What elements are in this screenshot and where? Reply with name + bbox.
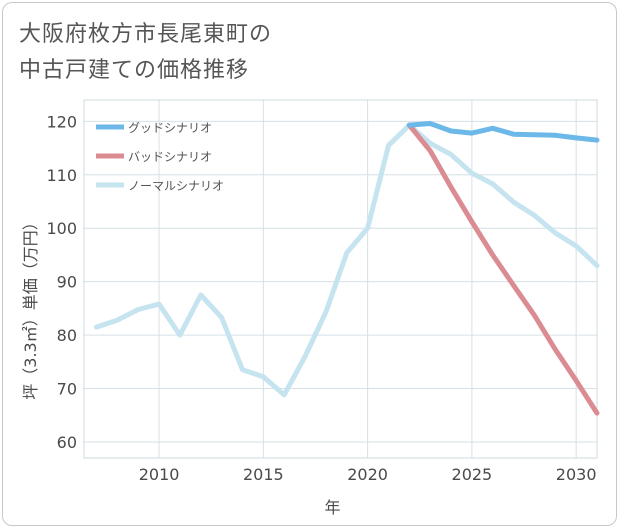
y-tick-label-90: 90 [57,273,77,292]
chart-title-line1: 大阪府枚方市長尾東町の [19,22,273,47]
axes [83,99,598,459]
chart-title: 大阪府枚方市長尾東町の 中古戸建ての価格推移 [19,17,272,89]
x-tick-label-2015: 2015 [243,465,284,484]
x-tick-label-2010: 2010 [139,465,180,484]
y-tick-label-60: 60 [57,433,77,452]
y-tick-label-110: 110 [46,166,77,185]
series-line-normal [94,122,600,398]
legend-label-1: バッドシナリオ [128,150,212,164]
x-axis-label: 年 [324,498,340,517]
y-tick-label-80: 80 [57,326,77,345]
series-lines [94,121,600,416]
grid-lines [84,100,597,458]
x-tick-label-2025: 2025 [452,465,493,484]
chart-title-line2: 中古戸建ての価格推移 [19,58,250,83]
x-tick-label-2020: 2020 [347,465,388,484]
series-line-bad [406,122,600,416]
legend-label-0: グッドシナリオ [128,121,212,135]
series-line-good [406,121,600,143]
legend-label-2: ノーマルシナリオ [128,179,224,193]
y-tick-label-70: 70 [57,380,77,399]
plot-frame [83,99,598,459]
y-tick-label-120: 120 [46,112,77,131]
y-tick-label-100: 100 [46,219,77,238]
y-axis-label: 坪（3.3㎡）単価（万円） [21,214,40,399]
tick-labels: 60 70 80 90 100 110 120 2010 2015 2020 2025 2030 [46,112,596,484]
x-tick-label-2030: 2030 [556,465,597,484]
chart-card: 大阪府枚方市長尾東町の 中古戸建ての価格推移 [2,2,617,526]
